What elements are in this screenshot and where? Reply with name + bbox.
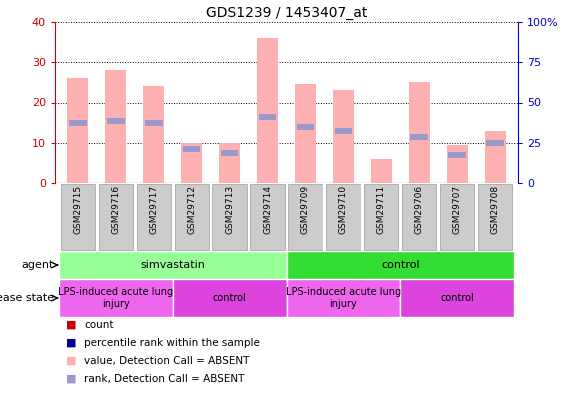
Text: GSM29708: GSM29708 <box>491 185 500 234</box>
Text: control: control <box>213 293 247 303</box>
Text: percentile rank within the sample: percentile rank within the sample <box>84 338 260 348</box>
Text: ■: ■ <box>66 320 77 330</box>
FancyBboxPatch shape <box>59 279 173 317</box>
Text: agent: agent <box>22 260 54 270</box>
FancyBboxPatch shape <box>287 279 400 317</box>
Text: GSM29713: GSM29713 <box>225 185 234 234</box>
FancyBboxPatch shape <box>175 184 209 249</box>
Bar <box>219 143 240 183</box>
Text: GSM29711: GSM29711 <box>377 185 386 234</box>
Bar <box>183 146 200 152</box>
FancyBboxPatch shape <box>99 184 133 249</box>
Text: GSM29715: GSM29715 <box>73 185 82 234</box>
Text: GSM29712: GSM29712 <box>187 185 196 234</box>
Text: GSM29709: GSM29709 <box>301 185 310 234</box>
Bar <box>258 113 276 119</box>
Bar <box>221 150 239 156</box>
FancyBboxPatch shape <box>364 184 399 249</box>
Bar <box>143 86 164 183</box>
Text: rank, Detection Call = ABSENT: rank, Detection Call = ABSENT <box>84 374 245 384</box>
Bar <box>410 134 428 140</box>
Bar <box>371 159 392 183</box>
Text: LPS-induced acute lung
injury: LPS-induced acute lung injury <box>286 287 401 309</box>
Bar <box>295 84 316 183</box>
Text: GSM29717: GSM29717 <box>149 185 158 234</box>
FancyBboxPatch shape <box>61 184 95 249</box>
Bar <box>334 128 352 134</box>
Bar <box>447 145 468 183</box>
Text: control: control <box>440 293 474 303</box>
Bar <box>68 78 88 183</box>
FancyBboxPatch shape <box>251 184 285 249</box>
FancyBboxPatch shape <box>440 184 475 249</box>
FancyBboxPatch shape <box>59 251 287 279</box>
Bar <box>297 124 314 130</box>
Bar <box>181 143 202 183</box>
FancyBboxPatch shape <box>478 184 512 249</box>
Text: GSM29707: GSM29707 <box>453 185 462 234</box>
FancyBboxPatch shape <box>137 184 171 249</box>
Title: GDS1239 / 1453407_at: GDS1239 / 1453407_at <box>206 6 367 19</box>
Text: LPS-induced acute lung
injury: LPS-induced acute lung injury <box>58 287 173 309</box>
Bar <box>69 119 87 126</box>
Text: GSM29716: GSM29716 <box>111 185 120 234</box>
Bar <box>145 119 163 126</box>
FancyBboxPatch shape <box>288 184 323 249</box>
FancyBboxPatch shape <box>327 184 360 249</box>
Text: ■: ■ <box>66 356 77 366</box>
Text: simvastatin: simvastatin <box>140 260 205 270</box>
Bar <box>257 38 278 183</box>
Bar <box>448 152 466 158</box>
Text: disease state: disease state <box>0 293 54 303</box>
Text: ■: ■ <box>66 374 77 384</box>
FancyBboxPatch shape <box>287 251 514 279</box>
Bar <box>107 117 124 124</box>
FancyBboxPatch shape <box>212 184 247 249</box>
Bar <box>409 82 430 183</box>
FancyBboxPatch shape <box>173 279 287 317</box>
Text: control: control <box>381 260 419 270</box>
Bar <box>485 131 506 183</box>
Bar <box>486 140 504 146</box>
Text: value, Detection Call = ABSENT: value, Detection Call = ABSENT <box>84 356 249 366</box>
Bar <box>105 70 126 183</box>
Text: GSM29710: GSM29710 <box>339 185 348 234</box>
FancyBboxPatch shape <box>400 279 514 317</box>
FancyBboxPatch shape <box>402 184 436 249</box>
Text: GSM29714: GSM29714 <box>263 185 272 234</box>
Text: count: count <box>84 320 114 330</box>
Text: GSM29706: GSM29706 <box>415 185 424 234</box>
Text: ■: ■ <box>66 338 77 348</box>
Bar <box>333 90 354 183</box>
